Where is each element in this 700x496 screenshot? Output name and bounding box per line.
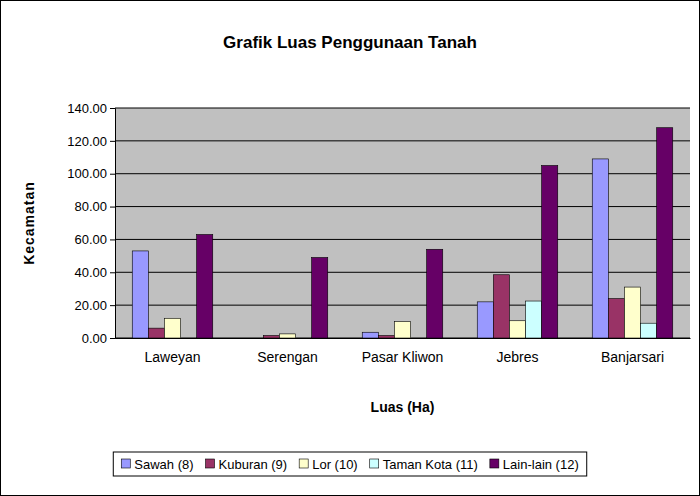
tick: 100.00 (67, 166, 115, 181)
bar (542, 166, 558, 339)
legend: Sawah (8) Kuburan (9) Lor (10) Taman Kota (… (113, 452, 586, 476)
bar (362, 332, 378, 338)
grid (115, 108, 690, 338)
chart: Grafik Luas Penggunaan Tanah 0.00 20.00 40.… (0, 0, 700, 496)
bar (181, 338, 197, 339)
tick-label: 0.00 (82, 331, 107, 346)
axis-line (116, 338, 691, 339)
tick-label: 40.00 (74, 265, 107, 280)
y-axis-title: Kecamatan (21, 181, 37, 265)
bar (132, 251, 148, 338)
bars (132, 128, 673, 338)
legend-item: Lain-lain (12) (490, 457, 579, 472)
tick: Jebres (496, 349, 538, 365)
bar (608, 299, 624, 338)
legend-label: Kuburan (9) (219, 457, 288, 472)
tick-label: 60.00 (74, 232, 107, 247)
tick-label: Banjarsari (601, 349, 664, 365)
tick-label: 100.00 (67, 166, 107, 181)
bar (263, 336, 279, 338)
plot-area (115, 108, 690, 338)
bar (411, 338, 427, 339)
legend-frame (113, 452, 586, 476)
legend-swatch (490, 459, 499, 468)
bar (197, 235, 213, 339)
tick: 140.00 (67, 101, 115, 116)
tick: 40.00 (74, 265, 115, 280)
tick-label: 80.00 (74, 199, 107, 214)
tick-mark (110, 174, 115, 175)
tick: 80.00 (74, 199, 115, 214)
legend-item: Kuburan (9) (206, 457, 288, 472)
x-axis-title: Luas (Ha) (371, 399, 435, 415)
legend-label: Lor (10) (312, 457, 358, 472)
tick-mark (110, 141, 115, 142)
tick-mark (110, 239, 115, 240)
bar (427, 249, 443, 338)
bar (296, 338, 312, 339)
tick-label: Serengan (257, 349, 318, 365)
tick-mark (110, 207, 115, 208)
bar (493, 275, 509, 338)
legend-item: Taman Kota (11) (370, 457, 478, 472)
legend-swatch (206, 459, 215, 468)
tick-label: 120.00 (67, 134, 107, 149)
chart-frame (1, 1, 700, 496)
bar (509, 321, 525, 338)
bar (624, 287, 640, 338)
legend-item: Lor (10) (299, 457, 358, 472)
legend-item: Sawah (8) (121, 457, 193, 472)
bar (592, 159, 608, 338)
bar (526, 301, 542, 338)
bar (148, 328, 164, 338)
bar (657, 128, 673, 338)
legend-swatch (370, 459, 379, 468)
tick: Laweyan (144, 349, 200, 365)
tick-label: 20.00 (74, 298, 107, 313)
tick-label: Jebres (496, 349, 538, 365)
tick: Banjarsari (601, 349, 664, 365)
legend-label: Sawah (8) (134, 457, 193, 472)
bar (477, 302, 493, 338)
bar (378, 336, 394, 338)
tick: 20.00 (74, 298, 115, 313)
bar (312, 258, 328, 339)
bar (279, 334, 295, 338)
grid-line (115, 140, 690, 141)
grid-line (115, 108, 690, 109)
tick-mark (110, 305, 115, 306)
tick: 60.00 (74, 232, 115, 247)
tick-mark (110, 338, 115, 339)
legend-label: Taman Kota (11) (383, 457, 478, 472)
legend-swatch (121, 459, 130, 468)
tick: Pasar Kliwon (362, 349, 444, 365)
tick-label: 140.00 (67, 101, 107, 116)
tick: 120.00 (67, 134, 115, 149)
x-axis: Laweyan Serengan Pasar Kliwon Jebres Banjars… (116, 339, 691, 365)
axis-line (110, 109, 116, 339)
tick: Serengan (257, 349, 318, 365)
bar (394, 322, 410, 338)
y-axis: 0.00 20.00 40.00 60.00 80.00 100.00 120.00 140.… (67, 101, 115, 346)
tick-mark (110, 272, 115, 273)
legend-swatch (299, 459, 308, 468)
tick-mark (110, 108, 115, 109)
legend-label: Lain-lain (12) (503, 457, 579, 472)
bar (247, 338, 263, 339)
tick: 0.00 (82, 331, 115, 346)
title: Grafik Luas Penggunaan Tanah (223, 33, 477, 52)
bar (641, 323, 657, 338)
tick-label: Laweyan (144, 349, 200, 365)
tick-label: Pasar Kliwon (362, 349, 444, 365)
bar (164, 318, 180, 338)
